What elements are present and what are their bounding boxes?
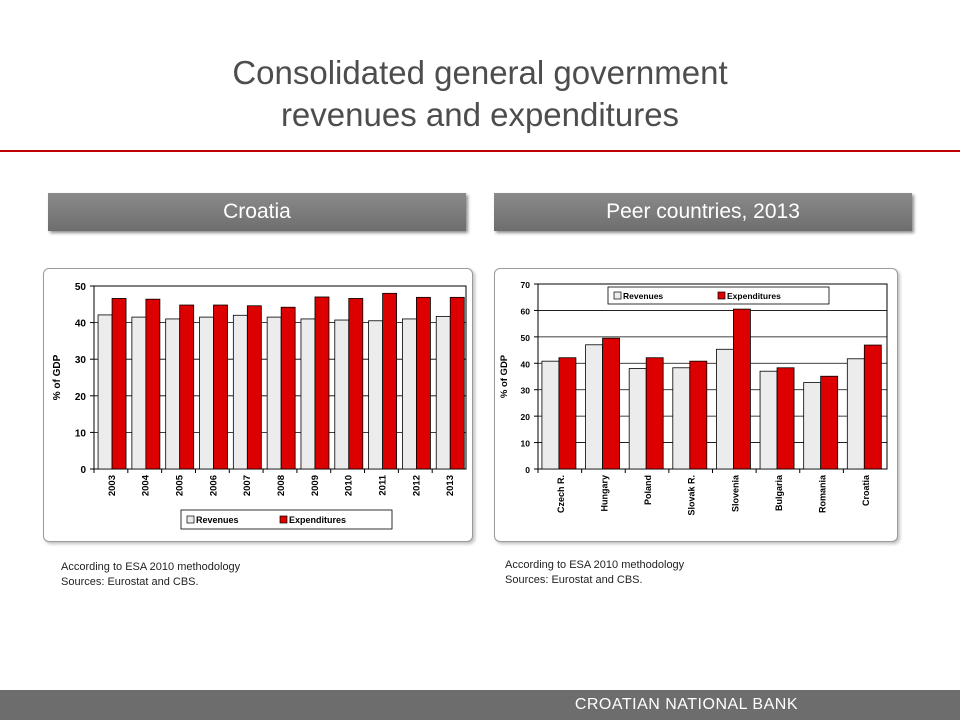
x-category-label: 2009 <box>310 475 321 496</box>
bar-revenues <box>131 316 147 470</box>
x-category-label: 2008 <box>276 475 287 496</box>
bar-expenditures <box>246 305 262 470</box>
bar-expenditures <box>145 298 161 470</box>
bar-expenditures <box>645 357 664 470</box>
y-axis-label: % of GDP <box>499 354 510 398</box>
bar-revenues <box>541 360 560 470</box>
legend-label-expenditures: Expenditures <box>727 291 781 301</box>
bar-expenditures <box>820 375 839 470</box>
bar-expenditures <box>348 298 364 470</box>
y-tick-label: 40 <box>75 319 87 330</box>
bar-expenditures <box>449 296 465 470</box>
y-tick-label: 20 <box>521 412 531 422</box>
peers-chart: 0 10 20 30 40 50 60 70 % of GDP Czech R. Hungary Po… <box>494 268 898 542</box>
y-axis-label: % of GDP <box>52 354 63 400</box>
bar-revenues <box>628 368 647 470</box>
bar-revenues <box>368 320 384 470</box>
bar-expenditures <box>280 306 296 470</box>
legend-label-revenues: Revenues <box>623 291 663 301</box>
x-category-label: Bulgaria <box>774 474 784 511</box>
x-category-label: Romania <box>818 474 828 513</box>
croatia-chart-svg: 0 10 20 30 40 50 % of GDP 2003 2004 2005 2006 2007 2… <box>52 282 467 530</box>
legend-swatch-expenditures <box>279 515 288 524</box>
bar-expenditures <box>558 357 577 470</box>
peers-chart-svg: 0 10 20 30 40 50 60 70 % of GDP Czech R. Hungary Po… <box>499 280 888 516</box>
peers-sources-note: Sources: Eurostat and CBS. <box>505 574 643 586</box>
bar-expenditures <box>382 292 398 470</box>
x-category-label: 2012 <box>411 475 422 496</box>
bar-revenues <box>846 358 865 470</box>
y-tick-label: 0 <box>525 465 530 475</box>
bar-revenues <box>199 316 214 470</box>
legend-swatch-expenditures <box>717 291 726 300</box>
footer-bank-name: CROATIAN NATIONAL BANK <box>574 696 798 713</box>
bar-expenditures <box>733 308 751 470</box>
x-category-label: 2006 <box>208 475 219 496</box>
x-category-label: 2010 <box>344 475 355 496</box>
y-tick-label: 20 <box>75 392 87 403</box>
legend-label-expenditures: Expenditures <box>289 515 346 525</box>
x-category-label: Czech R. <box>556 475 566 513</box>
legend-swatch-revenues <box>186 515 195 524</box>
y-tick-label: 50 <box>521 333 531 343</box>
croatia-chart: 0 10 20 30 40 50 % of GDP 2003 2004 2005 2006 2007 2… <box>43 268 473 542</box>
x-category-label: 2004 <box>141 474 152 496</box>
y-tick-label: 30 <box>521 386 531 396</box>
bar-revenues <box>300 318 316 470</box>
bar-expenditures <box>863 344 882 470</box>
y-tick-label: 70 <box>521 280 531 290</box>
croatia-methodology-note: According to ESA 2010 methodology <box>61 561 241 573</box>
legend-label-revenues: Revenues <box>196 515 239 525</box>
bar-revenues <box>803 382 822 470</box>
bar-revenues <box>435 315 451 470</box>
y-tick-label: 10 <box>521 439 531 449</box>
croatia-chart-note: According to ESA 2010 methodology Source… <box>61 560 240 590</box>
bar-revenues <box>402 318 417 470</box>
bar-revenues <box>266 316 282 470</box>
bar-revenues <box>759 370 778 470</box>
legend-swatch-revenues <box>613 291 622 300</box>
croatia-sources-note: Sources: Eurostat and CBS. <box>61 576 199 588</box>
x-category-label: Hungary <box>599 475 609 512</box>
bar-revenues <box>232 314 248 470</box>
bar-revenues <box>334 319 350 470</box>
y-tick-label: 40 <box>521 359 531 369</box>
bar-revenues <box>97 314 113 470</box>
bar-expenditures <box>602 337 620 470</box>
slide-title-line-1: Consolidated general government <box>232 54 728 91</box>
y-tick-label: 0 <box>80 465 86 476</box>
croatia-panel-header: Croatia <box>48 193 466 231</box>
peers-chart-note: According to ESA 2010 methodology Source… <box>505 558 684 588</box>
y-tick-label: 30 <box>75 355 87 366</box>
bar-expenditures <box>776 367 795 470</box>
slide-title: Consolidated general government revenues… <box>0 52 960 136</box>
peers-methodology-note: According to ESA 2010 methodology <box>505 559 685 571</box>
bar-revenues <box>672 367 691 470</box>
slide-title-line-2: revenues and expenditures <box>280 96 680 133</box>
x-category-label: 2003 <box>107 475 118 496</box>
x-category-label: Slovak R. <box>687 475 697 516</box>
y-tick-label: 50 <box>75 282 87 293</box>
bar-revenues <box>585 344 603 470</box>
footer-bar: CROATIAN NATIONAL BANK <box>0 690 960 720</box>
peers-panel-header: Peer countries, 2013 <box>494 193 912 231</box>
x-category-label: Poland <box>643 475 653 505</box>
bar-revenues <box>716 348 734 470</box>
title-divider <box>0 150 960 152</box>
bar-expenditures <box>111 298 127 470</box>
bar-expenditures <box>416 296 431 470</box>
x-category-label: Slovenia <box>730 474 740 512</box>
y-tick-label: 10 <box>75 428 87 439</box>
x-category-label: 2013 <box>445 475 456 496</box>
x-category-label: 2011 <box>377 474 388 495</box>
bar-expenditures <box>213 304 228 470</box>
bar-revenues <box>165 318 181 470</box>
x-category-label: 2005 <box>175 474 186 496</box>
y-tick-label: 60 <box>521 306 531 316</box>
x-category-label: Croatia <box>861 474 871 506</box>
bar-expenditures <box>689 360 708 470</box>
bar-expenditures <box>179 304 195 470</box>
x-category-label: 2007 <box>242 475 253 496</box>
bar-expenditures <box>314 296 330 470</box>
